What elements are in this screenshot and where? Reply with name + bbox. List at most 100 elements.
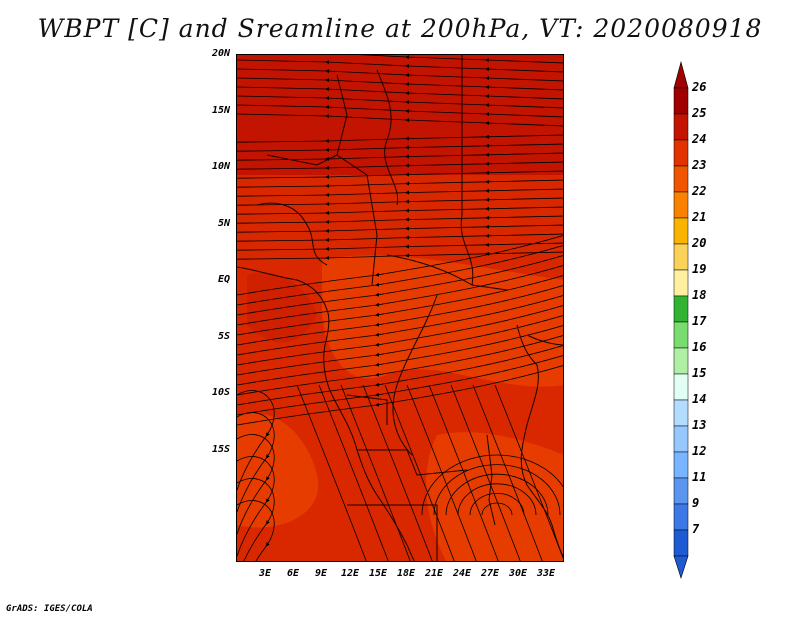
border-chad-sudan — [376, 69, 399, 206]
southwest-africa-coastline — [331, 394, 415, 561]
streamline — [472, 384, 543, 561]
lat-tick-label: 10S — [211, 387, 230, 398]
lon-tick-label: 12E — [340, 568, 360, 579]
lon-tick-label: 15E — [368, 568, 388, 579]
streamline — [237, 113, 563, 127]
lat-tick-label: 5N — [217, 218, 230, 229]
colorbar-label: 16 — [692, 340, 707, 354]
colorbar-segment — [673, 373, 689, 401]
streamlines — [237, 55, 563, 561]
colorbar-segment — [673, 347, 689, 375]
streamline — [237, 275, 563, 336]
streamline — [237, 179, 563, 188]
streamline — [237, 412, 275, 513]
colorbar-segment — [673, 295, 689, 323]
lon-tick-label: 21E — [424, 568, 444, 579]
colorbar-label: 12 — [692, 444, 707, 458]
border-car-drc — [386, 254, 508, 291]
streamline — [237, 77, 563, 91]
streamline — [237, 456, 275, 557]
colorbar-segment — [673, 217, 689, 245]
east-coast-lakes — [516, 324, 563, 558]
lon-tick-label: 18E — [396, 568, 416, 579]
streamline — [237, 251, 563, 260]
streamline — [237, 104, 563, 118]
colorbar-label: 25 — [692, 106, 707, 120]
colorbar-label: 22 — [692, 184, 707, 198]
colorbar-top-arrow — [673, 60, 689, 89]
map-canvas — [237, 55, 563, 561]
colorbar-segment — [673, 451, 689, 479]
colorbar-label: 23 — [692, 158, 707, 172]
streamline — [237, 315, 563, 376]
colorbar-label: 21 — [692, 210, 707, 224]
streamline — [237, 295, 563, 356]
streamline — [421, 454, 563, 516]
streamline — [469, 493, 525, 516]
colorbar-label: 11 — [692, 470, 707, 484]
streamline — [340, 384, 411, 561]
streamline — [237, 188, 563, 197]
streamline — [237, 161, 563, 170]
border-gabon — [346, 394, 388, 425]
streamline — [237, 255, 563, 316]
colorbar-segment — [673, 269, 689, 297]
border-niger-nigeria — [266, 154, 338, 166]
colorbar-label: 26 — [692, 80, 707, 94]
streamline — [428, 384, 499, 561]
streamline — [237, 335, 563, 396]
colorbar-segment — [673, 503, 689, 531]
colorbar-label: 17 — [692, 314, 707, 328]
colorbar-label: 14 — [692, 392, 707, 406]
streamline — [237, 224, 563, 233]
lat-tick-label: 15N — [211, 105, 230, 116]
lon-tick-label: 24E — [452, 568, 472, 579]
streamline — [457, 483, 537, 516]
streamline — [237, 365, 563, 426]
streamline — [237, 170, 563, 179]
colorbar-label: 19 — [692, 262, 707, 276]
lat-tick-label: 15S — [211, 444, 230, 455]
colorbar-label: 18 — [692, 288, 707, 302]
streamline — [237, 500, 275, 561]
streamline — [237, 59, 563, 73]
colorbar-segment — [673, 321, 689, 349]
colorbar-label: 15 — [692, 366, 707, 380]
colorbar-label: 9 — [692, 496, 700, 510]
colorbar-label: 20 — [692, 236, 707, 250]
streamline — [237, 95, 563, 109]
colorbar-label: 13 — [692, 418, 707, 432]
streamline — [481, 502, 513, 516]
colorbar-segment — [673, 477, 689, 505]
lon-tick-label: 30E — [508, 568, 528, 579]
streamline — [237, 152, 563, 161]
lat-tick-label: 5S — [217, 331, 230, 342]
colorbar-segment — [673, 191, 689, 219]
colorbar-label: 24 — [692, 132, 707, 146]
streamline — [325, 55, 563, 64]
streamline — [237, 134, 563, 143]
streamline — [237, 233, 563, 242]
lon-tick-label: 27E — [480, 568, 500, 579]
streamline — [384, 384, 455, 561]
streamline — [237, 390, 275, 491]
streamline — [237, 242, 563, 251]
lat-tick-label: EQ — [217, 274, 230, 285]
lon-tick-label: 6E — [286, 568, 300, 579]
west-africa-coastline — [237, 266, 333, 396]
colorbar-segment — [673, 243, 689, 271]
streamline — [237, 235, 563, 296]
streamline — [237, 265, 563, 326]
streamline — [318, 384, 389, 561]
wbpt-field-warm-region — [237, 413, 319, 528]
colorbar — [673, 60, 689, 579]
streamline — [237, 215, 563, 224]
lat-tick-label: 10N — [211, 161, 230, 172]
chart-title: WBPT [C] and Sreamline at 200hPa, VT: 20… — [37, 14, 763, 43]
streamline — [237, 68, 563, 82]
streamline — [237, 206, 563, 215]
colorbar-segment — [673, 165, 689, 193]
lon-tick-label: 33E — [536, 568, 556, 579]
border-angola-drc — [357, 449, 468, 476]
streamline — [237, 325, 563, 386]
